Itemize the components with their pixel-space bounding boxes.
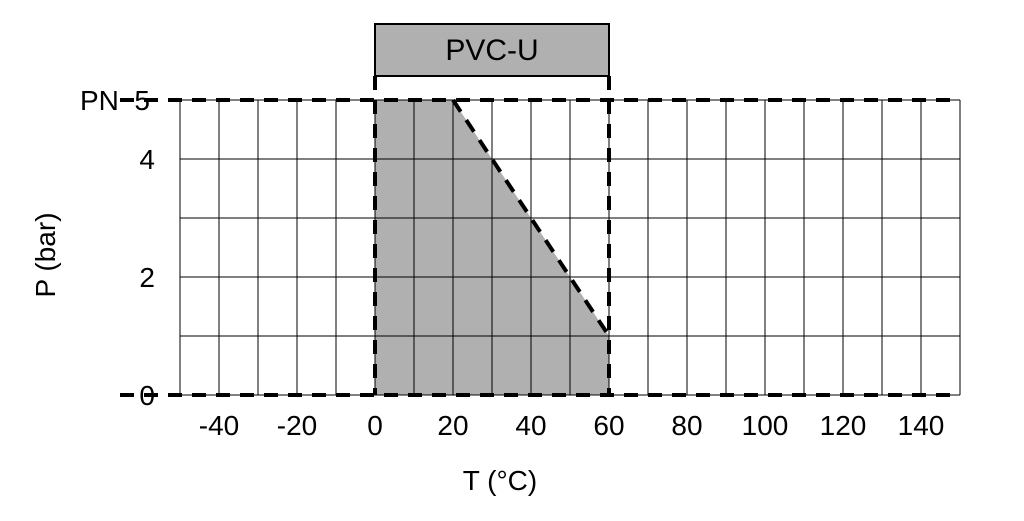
material-label: PVC-U [445,34,538,67]
y-tick-label: 4 [139,144,155,175]
x-tick-label: 120 [820,410,867,441]
pressure-temperature-chart: PVC-U -40 -20 0 20 40 60 80 100 120 140 0 2 4 PN 5 T (°C… [0,0,1024,521]
chart-svg: PVC-U -40 -20 0 20 40 60 80 100 120 140 0 2 4 PN 5 T (°C… [0,0,1024,521]
x-tick-label: 100 [742,410,789,441]
x-tick-label: -20 [277,410,317,441]
x-tick-label: -40 [199,410,239,441]
grid [180,100,960,395]
x-tick-label: 80 [671,410,702,441]
x-tick-label: 40 [515,410,546,441]
y-tick-label: 2 [139,262,155,293]
pn-label: PN [80,85,119,116]
x-axis-label: T (°C) [463,465,537,496]
x-tick-label: 140 [898,410,945,441]
x-tick-label: 60 [593,410,624,441]
y-axis-label: P (bar) [30,212,61,297]
y-tick-label: 0 [139,380,155,411]
pn-value: 5 [134,85,150,116]
x-tick-label: 0 [367,410,383,441]
x-tick-label: 20 [437,410,468,441]
